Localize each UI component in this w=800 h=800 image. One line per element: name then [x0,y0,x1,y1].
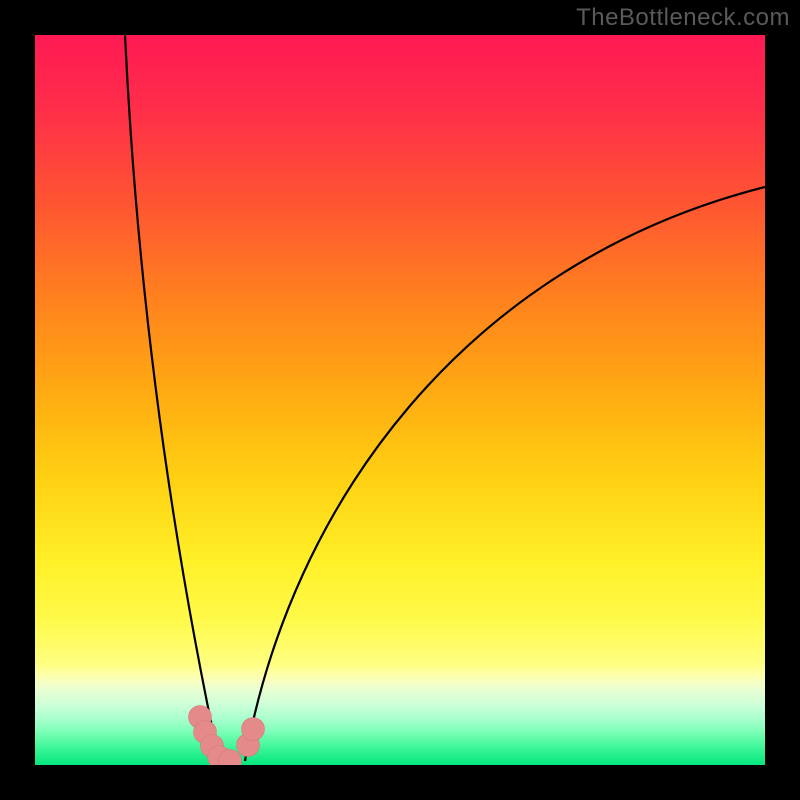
left-curve [125,35,220,765]
watermark-text: TheBottleneck.com [576,4,790,32]
chart-container: TheBottleneck.com [0,0,800,800]
curve-overlay [35,35,765,765]
right-curve [245,187,765,761]
plot-area [35,35,765,765]
marker-right-1 [242,718,265,741]
